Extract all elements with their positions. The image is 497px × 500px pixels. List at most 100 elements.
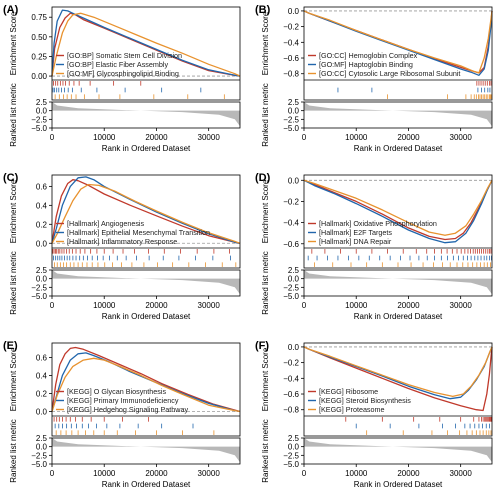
es-ylabel: Enrichment Score bbox=[261, 11, 270, 75]
es-line-orange bbox=[303, 179, 493, 236]
legend-label: [GO:CC] Hemoglobin Complex bbox=[319, 51, 418, 60]
metric-ytick-label: −5.0 bbox=[283, 292, 299, 301]
xtick-label: 30000 bbox=[450, 301, 473, 310]
es-line-orange bbox=[51, 12, 241, 77]
es-ytick-label: 0.75 bbox=[31, 13, 47, 22]
es-line-blue bbox=[303, 179, 493, 244]
metric-ytick-label: 0.0 bbox=[288, 107, 300, 116]
xtick-label: 20000 bbox=[397, 469, 420, 478]
xtick-label: 20000 bbox=[145, 469, 168, 478]
es-frame bbox=[303, 342, 493, 437]
es-ytick-label: 0.0 bbox=[36, 407, 48, 416]
metric-frame bbox=[51, 437, 241, 465]
es-frame bbox=[51, 174, 241, 269]
es-line-blue bbox=[51, 176, 241, 244]
panel-f: (F) 0.0 −0.2 −0.4 −0.6 −0.8 Enrichment Score 2.… bbox=[255, 340, 493, 489]
es-ytick-label: 0.2 bbox=[36, 389, 48, 398]
metric-frame bbox=[303, 437, 493, 465]
xlabel: Rank in Ordered Dataset bbox=[354, 144, 443, 153]
metric-frame bbox=[51, 101, 241, 129]
es-line-blue bbox=[51, 9, 241, 77]
es-ylabel: Enrichment Score bbox=[9, 347, 18, 411]
es-frame bbox=[303, 174, 493, 269]
es-ytick-label: −0.6 bbox=[283, 240, 299, 249]
es-line-orange bbox=[51, 183, 241, 244]
legend-label: [Hallmark] Inflammatory Response bbox=[67, 237, 177, 246]
es-frame bbox=[303, 6, 493, 101]
es-ytick-label: 0.50 bbox=[31, 33, 47, 42]
metric-area bbox=[52, 270, 240, 295]
es-ytick-label: 0.6 bbox=[36, 182, 48, 191]
es-ytick-label: −0.6 bbox=[283, 54, 299, 63]
legend-label: [KEGG] Hedgehog Signaling Pathway bbox=[67, 405, 188, 414]
metric-ytick-label: −2.5 bbox=[283, 115, 299, 124]
metric-ytick-label: −2.5 bbox=[31, 115, 47, 124]
metric-ytick-label: 2.5 bbox=[36, 434, 48, 443]
xtick-label: 10000 bbox=[93, 133, 116, 142]
metric-ytick-label: 0.0 bbox=[36, 107, 48, 116]
legend-label: [KEGG] Ribosome bbox=[319, 387, 378, 396]
metric-ytick-label: 0.0 bbox=[36, 275, 48, 284]
xlabel: Rank in Ordered Dataset bbox=[102, 144, 191, 153]
legend-label: [KEGG] Proteasome bbox=[319, 405, 385, 414]
es-ytick-label: −0.6 bbox=[283, 390, 299, 399]
legend-label: [GO:CC] Cytosolic Large Ribosomal Subuni… bbox=[319, 69, 460, 78]
es-ytick-label: 0.0 bbox=[288, 7, 300, 16]
metric-ytick-label: −5.0 bbox=[283, 124, 299, 133]
es-line-orange bbox=[303, 346, 493, 398]
es-line-blue bbox=[51, 352, 241, 413]
xtick-label: 30000 bbox=[198, 133, 221, 142]
metric-ytick-label: −5.0 bbox=[31, 292, 47, 301]
xtick-label: 10000 bbox=[345, 301, 368, 310]
metric-area bbox=[304, 438, 492, 463]
xtick-label: 20000 bbox=[145, 301, 168, 310]
metric-area bbox=[52, 102, 240, 127]
es-ytick-label: −0.8 bbox=[283, 70, 299, 79]
metric-ytick-label: 0.0 bbox=[288, 443, 300, 452]
es-ytick-label: 0.00 bbox=[31, 72, 47, 81]
es-ylabel: Enrichment Score bbox=[9, 179, 18, 243]
panel-label: (F) bbox=[255, 340, 269, 352]
es-ytick-label: 0.25 bbox=[31, 52, 47, 61]
metric-ytick-label: −2.5 bbox=[283, 451, 299, 460]
es-ytick-label: −0.2 bbox=[283, 23, 299, 32]
es-ytick-label: 0.4 bbox=[36, 201, 48, 210]
legend-label: [Hallmark] Oxidative Phosphorylation bbox=[319, 219, 437, 228]
es-ytick-label: −0.8 bbox=[283, 406, 299, 415]
es-ytick-label: −0.4 bbox=[283, 38, 299, 47]
legend-label: [GO:BP] Somatic Stem Cell Division bbox=[67, 51, 182, 60]
xtick-label: 20000 bbox=[145, 133, 168, 142]
metric-ytick-label: −5.0 bbox=[283, 460, 299, 469]
es-line-red bbox=[303, 179, 493, 241]
metric-ytick-label: 0.0 bbox=[288, 275, 300, 284]
metric-ytick-label: −2.5 bbox=[31, 283, 47, 292]
es-ylabel: Enrichment Score bbox=[261, 179, 270, 243]
metric-ytick-label: 2.5 bbox=[288, 266, 300, 275]
metric-area bbox=[304, 102, 492, 127]
legend-label: [Hallmark] DNA Repair bbox=[319, 237, 392, 246]
legend-label: [GO:MF] Glycosphingolipid Binding bbox=[67, 69, 179, 78]
xlabel: Rank in Ordered Dataset bbox=[102, 480, 191, 489]
legend-label: [KEGG] Primary Immunodeficiency bbox=[67, 396, 179, 405]
xtick-label: 0 bbox=[50, 301, 55, 310]
xtick-label: 0 bbox=[302, 133, 307, 142]
legend-label: [KEGG] O Glycan Biosynthesis bbox=[67, 387, 166, 396]
xtick-label: 0 bbox=[50, 133, 55, 142]
es-line-blue bbox=[303, 10, 493, 76]
metric-ytick-label: 0.0 bbox=[36, 443, 48, 452]
xtick-label: 10000 bbox=[93, 469, 116, 478]
legend-label: [GO:MF] Haptoglobin Binding bbox=[319, 60, 413, 69]
metric-ytick-label: −2.5 bbox=[283, 283, 299, 292]
xlabel: Rank in Ordered Dataset bbox=[354, 312, 443, 321]
es-ytick-label: 0.0 bbox=[36, 239, 48, 248]
es-ytick-label: 0.0 bbox=[288, 343, 300, 352]
legend-label: [Hallmark] Epithelial Mesenchymal Transi… bbox=[67, 228, 210, 237]
es-ylabel: Enrichment Score bbox=[9, 11, 18, 75]
panel-b: (B) 0.0 −0.2 −0.4 −0.6 −0.8 Enrichment Score 2.… bbox=[255, 4, 493, 153]
es-line-red bbox=[51, 179, 241, 244]
es-ytick-label: −0.2 bbox=[283, 359, 299, 368]
es-ytick-label: 0.0 bbox=[288, 176, 300, 185]
xlabel: Rank in Ordered Dataset bbox=[102, 312, 191, 321]
